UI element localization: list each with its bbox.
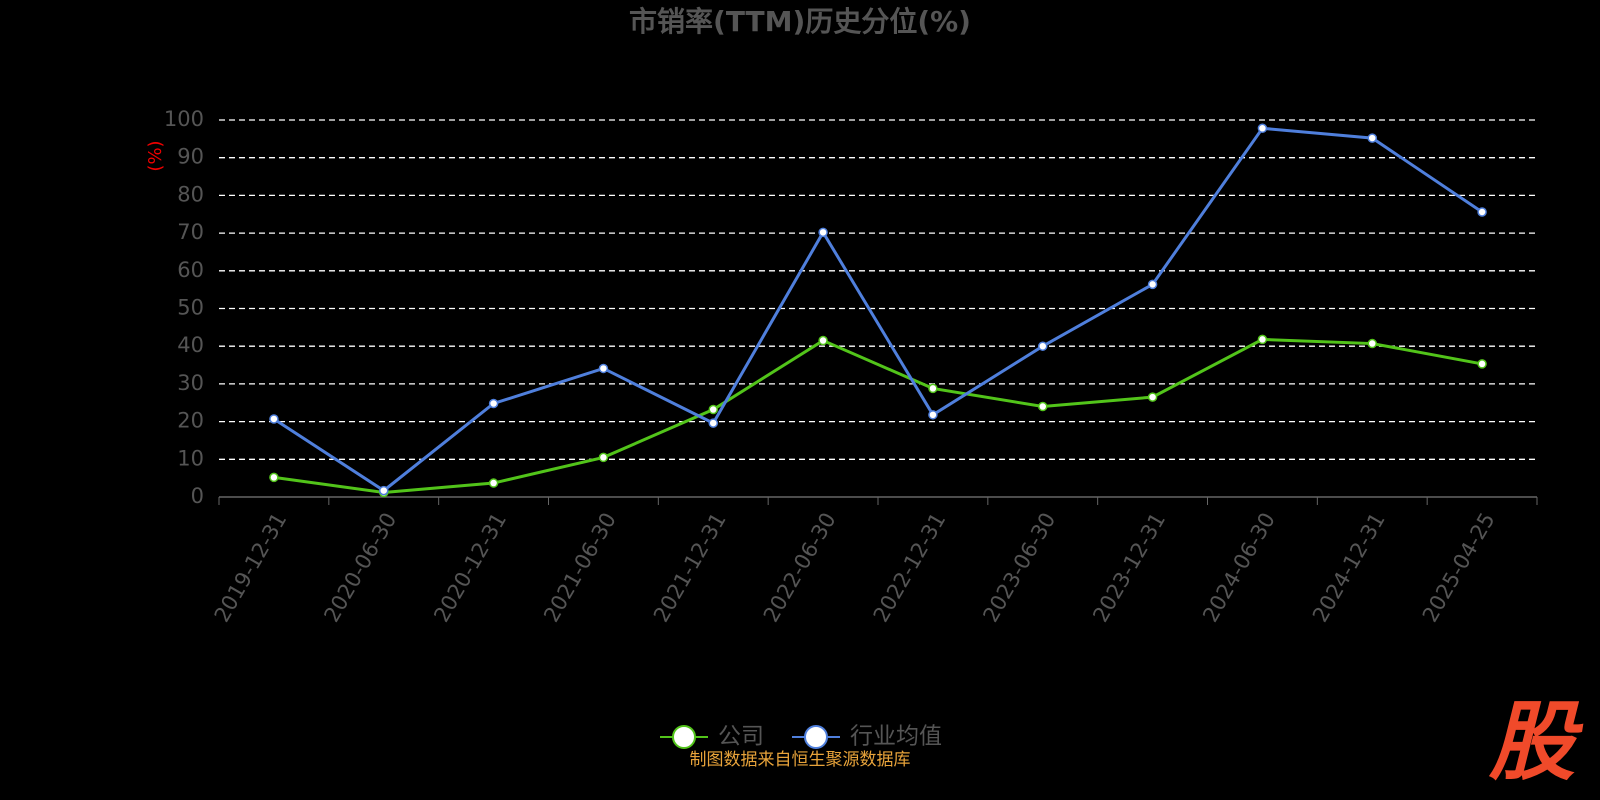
y-tick-label: 90	[177, 145, 204, 169]
x-tick-label: 2020-12-31	[429, 509, 511, 627]
y-tick-label: 40	[177, 333, 204, 357]
x-tick-label: 2020-06-30	[319, 509, 401, 627]
legend-marker	[804, 725, 828, 749]
point	[1367, 133, 1377, 143]
watermark: 股	[1488, 692, 1584, 792]
point	[269, 414, 279, 424]
point	[379, 485, 389, 496]
x-tick-label: 2021-12-31	[649, 509, 731, 627]
y-tick-label: 50	[177, 296, 204, 320]
x-tick-label: 2022-12-31	[869, 509, 951, 627]
point	[928, 410, 938, 420]
x-tick-label: 2022-06-30	[759, 509, 841, 627]
point	[598, 363, 609, 374]
point	[598, 452, 609, 463]
point	[1477, 207, 1487, 217]
chart-title: 市销率(TTM)历史分位(%)	[629, 5, 971, 38]
point	[708, 404, 718, 415]
y-tick-label: 60	[177, 258, 204, 282]
point	[1038, 401, 1048, 412]
legend-label: 行业均值	[850, 724, 942, 750]
point	[1038, 341, 1048, 351]
point	[1257, 334, 1268, 345]
x-tick-label: 2021-06-30	[539, 509, 621, 627]
legend-label: 公司	[718, 724, 764, 750]
point	[1147, 392, 1158, 402]
series-line	[273, 337, 1483, 494]
x-tick-label: 2024-06-30	[1198, 509, 1280, 627]
y-tick-label: 100	[164, 107, 204, 131]
point	[928, 383, 938, 394]
point	[708, 418, 718, 428]
y-tick-label: 30	[177, 371, 204, 395]
x-tick-label: 2023-06-30	[978, 509, 1060, 627]
x-tick-label: 2025-04-25	[1418, 509, 1500, 627]
point	[818, 335, 828, 346]
source: 制图数据来自恒生聚源数据库	[690, 750, 911, 770]
point	[488, 398, 499, 409]
series-line	[273, 126, 1483, 493]
x-tick-label: 2024-12-31	[1308, 509, 1390, 627]
point	[488, 478, 499, 488]
y-tick-label: 10	[177, 446, 204, 470]
x-tick-label: 2019-12-31	[210, 509, 292, 627]
x-tick-label: 2023-12-31	[1088, 509, 1170, 627]
point	[1257, 123, 1268, 134]
legend-marker	[672, 725, 696, 749]
point	[818, 227, 828, 238]
y-tick-label: 0	[191, 484, 204, 508]
point	[1147, 279, 1158, 290]
y-tick-label: 20	[177, 409, 204, 433]
y-axis-label: (%)	[145, 140, 166, 171]
point	[1477, 359, 1487, 369]
y-tick-label: 70	[177, 220, 204, 244]
point	[269, 472, 279, 483]
y-tick-label: 80	[177, 182, 204, 206]
point	[1367, 338, 1377, 349]
